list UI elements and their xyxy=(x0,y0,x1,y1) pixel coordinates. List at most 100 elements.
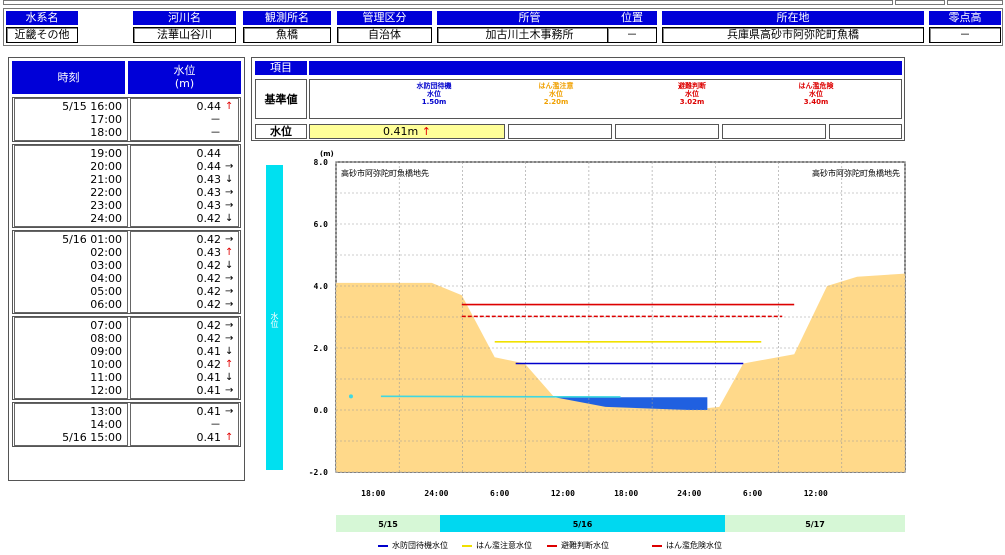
header-label-2: 観測所名 xyxy=(243,11,331,25)
y-tick-label: 2.0 xyxy=(314,344,329,353)
legend-item-3: はん濫危険水位 xyxy=(652,541,722,551)
threshold-value: 3.40m xyxy=(803,98,829,106)
row-time: 11:00 xyxy=(90,371,122,384)
trend-flat-arrow-icon: → xyxy=(225,406,234,417)
empty-level-cell-4 xyxy=(829,124,902,139)
trend-flat-arrow-icon: → xyxy=(225,286,234,297)
row-time: 5/16 01:00 xyxy=(62,233,122,246)
threshold-name: 水防団待機 xyxy=(416,82,452,90)
x-tick-label: 12:00 xyxy=(804,489,828,498)
row-level: 0.43 xyxy=(196,199,222,212)
row-level: 0.42 xyxy=(196,319,222,332)
current-level-value-cell: 0.41m ↑ xyxy=(309,124,505,139)
current-level-label-cell: 水位 xyxy=(255,124,307,139)
threshold-values-box xyxy=(309,79,902,119)
date-band-1 xyxy=(440,515,725,532)
header-value-0: 近畿その他 xyxy=(6,27,78,43)
threshold-name: 避難判断 xyxy=(678,82,706,90)
top-strip-button-b[interactable] xyxy=(947,0,1003,5)
level-cell-frame xyxy=(130,317,239,399)
row-time: 5/16 15:00 xyxy=(62,431,122,444)
time-group-4: 13:00 0.41 → 14:00 － 5/16 15:00 0.41 ↑ xyxy=(12,402,241,447)
header-value-7: － xyxy=(929,27,1001,43)
threshold-sub: 水位 xyxy=(427,90,441,98)
level-series-line xyxy=(380,395,621,398)
threshold-name: はん濫注意 xyxy=(538,82,574,90)
row-time: 23:00 xyxy=(90,199,122,212)
y-tick-label: 6.0 xyxy=(314,220,329,229)
item-header-label: 項目 xyxy=(270,61,292,74)
row-level: 0.43 xyxy=(196,246,222,259)
header-value-4: 加古川土木事務所 xyxy=(437,27,622,43)
threshold-label-1: はん濫注意 水位 2.20m xyxy=(501,82,611,106)
trend-up-arrow-icon: ↑ xyxy=(225,359,234,370)
river-cross-section xyxy=(336,273,905,472)
row-time: 24:00 xyxy=(90,212,122,225)
level-column-label: 水位 xyxy=(173,64,196,77)
kijun-label-cell: 基準値 xyxy=(255,79,307,119)
legend-label: はん濫注意水位 xyxy=(476,541,532,550)
trend-flat-arrow-icon: → xyxy=(225,161,234,172)
row-time: 18:00 xyxy=(90,126,122,139)
header-value-1: 法華山谷川 xyxy=(133,27,236,43)
row-time: 10:00 xyxy=(90,358,122,371)
x-tick-label: 6:00 xyxy=(743,489,762,498)
trend-up-arrow-icon: ↑ xyxy=(225,432,234,443)
time-group-0: 5/15 16:00 0.44 ↑ 17:00 － 18:00 － xyxy=(12,97,241,142)
header-value-6: 兵庫県高砂市阿弥陀町魚橋 xyxy=(662,27,924,43)
level-cell-frame xyxy=(130,231,239,313)
trend-flat-arrow-icon: → xyxy=(225,320,234,331)
row-time: 5/15 16:00 xyxy=(62,100,122,113)
x-tick-label: 6:00 xyxy=(490,489,509,498)
time-cell-frame xyxy=(14,317,128,399)
row-time: 19:00 xyxy=(90,147,122,160)
threshold-value: 2.20m xyxy=(543,98,569,106)
legend-swatch xyxy=(462,544,472,547)
time-group-3: 07:00 0.42 → 08:00 0.42 → 09:00 0.41 ↓ 10:00 0.42 ↑… xyxy=(12,316,241,400)
threshold-reference-panel: 項目 基準値 水位 0.41m ↑ 水防団待機 水位 1.50m はん濫注意 水位 2.2… xyxy=(251,57,905,141)
row-level: 0.42 xyxy=(196,332,222,345)
y-unit-label: (m) xyxy=(320,150,334,158)
row-level: － xyxy=(210,113,221,126)
row-level: － xyxy=(210,126,221,139)
row-time: 03:00 xyxy=(90,259,122,272)
x-tick-label: 24:00 xyxy=(424,489,448,498)
row-time: 20:00 xyxy=(90,160,122,173)
level-cell-frame xyxy=(130,403,239,446)
header-label-0: 水系名 xyxy=(6,11,78,25)
header-label-4: 所管 xyxy=(437,11,622,25)
side-level-bar xyxy=(266,165,283,470)
water-level-chart: 水位 (m)8.0 6.0 4.0 2.0 0.0 -2.0 18:00 24:00 6:00 12… xyxy=(266,150,906,532)
time-cell-frame xyxy=(14,98,128,141)
time-cell-frame xyxy=(14,231,128,313)
row-time: 17:00 xyxy=(90,113,122,126)
row-time: 22:00 xyxy=(90,186,122,199)
row-level: － xyxy=(210,418,221,431)
threshold-label-2: 避難判断 水位 3.02m xyxy=(637,82,747,106)
x-tick-label: 18:00 xyxy=(361,489,385,498)
legend-label: はん濫危険水位 xyxy=(666,541,722,550)
trend-flat-arrow-icon: → xyxy=(225,234,234,245)
current-level-label: 水位 xyxy=(270,125,292,138)
trend-flat-arrow-icon: → xyxy=(225,187,234,198)
time-column-header: 時刻 xyxy=(12,61,125,94)
row-level: 0.42 xyxy=(196,259,222,272)
threshold-sub: 水位 xyxy=(809,90,823,98)
row-level: 0.41 xyxy=(196,345,222,358)
row-time: 05:00 xyxy=(90,285,122,298)
x-tick-label: 24:00 xyxy=(677,489,701,498)
trend-down-arrow-icon: ↓ xyxy=(225,260,234,271)
legend-swatch xyxy=(547,544,557,547)
y-tick-label: -2.0 xyxy=(309,468,328,477)
row-level: 0.44 xyxy=(196,147,222,160)
level-column-header: 水位 (m) xyxy=(128,61,241,94)
header-label-7: 零点高 xyxy=(929,11,1001,25)
top-strip-button-a[interactable] xyxy=(895,0,945,5)
header-label-1: 河川名 xyxy=(133,11,236,25)
trend-flat-arrow-icon: → xyxy=(225,385,234,396)
row-level: 0.42 xyxy=(196,272,222,285)
y-tick-label: 0.0 xyxy=(314,406,329,415)
empty-level-cell-1 xyxy=(508,124,612,139)
date-band-0 xyxy=(336,515,440,532)
time-cell-frame xyxy=(14,403,128,446)
